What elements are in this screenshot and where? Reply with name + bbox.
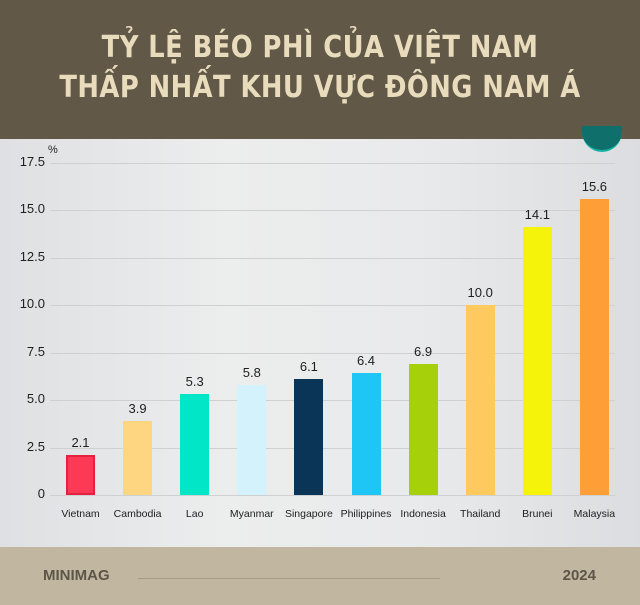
bar-indonesia [408,363,438,495]
y-axis-unit: % [48,144,58,156]
gridline [50,495,615,496]
x-category-label: Thailand [460,508,501,520]
bar-value-label: 6.9 [414,343,433,359]
y-tick-label: 12.5 [19,248,45,264]
bar-singapore [294,379,324,495]
bar-value-label: 3.9 [128,400,147,416]
gridline [50,400,615,401]
footer-divider [138,578,440,579]
bar-value-label: 14.1 [524,207,550,223]
x-category-label: Indonesia [400,508,446,520]
bar-cambodia [123,420,153,495]
x-category-label: Cambodia [113,508,162,520]
y-tick-label: 10.0 [19,296,45,311]
gridline [50,447,615,449]
bar-value-label: 6.4 [356,353,376,369]
gridline [50,162,615,164]
bar-vietnam [66,455,95,495]
chart-title: TỶ LỆ BÉO PHÌ CỦA VIỆT NAM THẤP NHẤT KHU… [45,28,595,108]
x-category-label: Lao [185,508,204,520]
x-category-label: Myanmar [229,508,274,520]
footer: MINIMAG 2024 [0,547,640,605]
y-tick-label: 7.5 [26,343,45,359]
bar-myanmar [237,384,267,495]
x-category-label: Philippines [340,508,392,520]
gridline [50,352,615,354]
bar-value-label: 15.6 [581,178,608,194]
bar-value-label: 10.0 [467,285,493,300]
bar-thailand [465,305,495,495]
gridline [50,305,615,306]
bar-value-label: 5.8 [242,364,261,380]
bar-philippines [351,373,381,495]
y-tick-label: 0 [37,486,45,501]
x-category-label: Singapore [284,508,333,520]
x-category-label: Vietnam [61,508,100,520]
bar-brunei [522,227,552,495]
y-tick-label: 17.5 [19,153,45,169]
bar-chart: % 0 2.5 5.0 7.5 10.0 12.5 15.0 17.5 2.1 Vietnam 3.… [0,139,640,547]
gridline [50,257,615,259]
y-tick-label: 2.5 [26,438,45,454]
bar-value-label: 5.3 [185,374,204,390]
x-category-label: Malaysia [573,508,616,520]
x-category-label: Brunei [522,508,553,520]
title-line-2: THẤP NHẤT KHU VỰC ĐÔNG NAM Á [59,70,581,105]
bar-lao [180,394,210,495]
bar-value-label: 2.1 [71,435,90,451]
brand-name: MINIMAG [43,567,110,584]
y-tick-label: 15.0 [19,201,45,216]
header-banner: TỶ LỆ BÉO PHÌ CỦA VIỆT NAM THẤP NHẤT KHU… [0,0,640,139]
footer-year: 2024 [562,567,596,584]
bar-value-label: 6.1 [299,359,318,375]
gridline [50,210,615,211]
title-line-1: TỶ LỆ BÉO PHÌ CỦA VIỆT NAM [101,30,539,65]
bar-malaysia [579,198,609,495]
y-tick-label: 5.0 [26,391,45,406]
